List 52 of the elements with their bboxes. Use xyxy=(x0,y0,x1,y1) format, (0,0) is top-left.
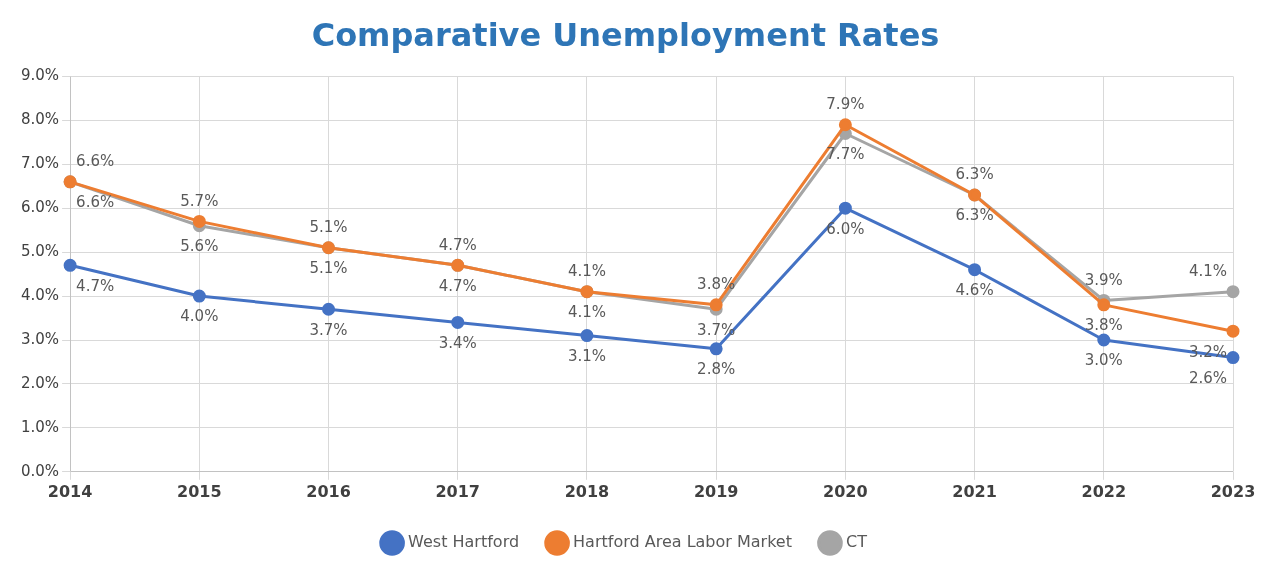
data-label: 3.8% xyxy=(1084,316,1123,335)
data-label: 3.1% xyxy=(567,347,606,365)
x-tick-label: 2022 xyxy=(1081,481,1127,501)
y-tick-label: 5.0% xyxy=(21,242,60,261)
data-label: 6.6% xyxy=(76,193,115,212)
x-tick-label: 2021 xyxy=(952,481,997,501)
y-tick-label: 1.0% xyxy=(21,417,60,436)
data-label: 3.7% xyxy=(309,320,348,339)
x-tick-label: 2015 xyxy=(177,481,222,501)
y-tick-label: 2.0% xyxy=(21,373,60,392)
data-label: 4.0% xyxy=(180,307,219,326)
data-label: 2.6% xyxy=(1188,368,1227,387)
data-label: 3.9% xyxy=(1084,270,1123,289)
data-label: 5.1% xyxy=(309,259,348,278)
data-label: 3.7% xyxy=(697,320,736,339)
x-tick-label: 2018 xyxy=(564,481,610,501)
legend-label: Hartford Area Labor Market xyxy=(573,532,792,552)
data-label: 6.3% xyxy=(955,165,994,184)
data-label: 5.7% xyxy=(180,191,219,210)
x-tick-label: 2020 xyxy=(823,481,868,501)
y-tick-label: 8.0% xyxy=(21,110,60,129)
y-tick-label: 6.0% xyxy=(21,198,60,217)
data-label: 4.6% xyxy=(955,281,994,300)
data-label: 4.7% xyxy=(438,276,477,295)
data-label: 5.1% xyxy=(309,218,348,237)
data-label: 4.1% xyxy=(567,303,606,322)
legend-label: CT xyxy=(845,532,868,552)
data-label: 5.6% xyxy=(180,237,219,256)
x-tick-label: 2019 xyxy=(693,481,739,501)
data-label: 4.1% xyxy=(1188,262,1227,281)
data-label: 3.0% xyxy=(1084,351,1123,370)
data-label: 6.3% xyxy=(955,206,994,225)
x-tick-label: 2014 xyxy=(47,481,93,501)
x-tick-label: 2017 xyxy=(435,481,480,501)
chart-title: Comparative Unemployment Rates xyxy=(311,15,940,54)
data-label: 4.1% xyxy=(567,262,606,281)
data-label: 3.4% xyxy=(438,333,477,352)
data-label: 7.9% xyxy=(826,95,865,114)
data-label: 2.8% xyxy=(697,360,736,379)
x-tick-label: 2016 xyxy=(306,481,351,501)
y-tick-label: 9.0% xyxy=(21,66,60,85)
data-label: 4.7% xyxy=(76,276,115,295)
data-label: 4.7% xyxy=(438,235,477,254)
data-label: 7.7% xyxy=(826,144,865,163)
data-label: 6.6% xyxy=(76,152,115,171)
y-tick-label: 0.0% xyxy=(21,461,60,480)
x-tick-label: 2023 xyxy=(1210,481,1256,501)
y-tick-label: 7.0% xyxy=(21,154,60,173)
y-tick-label: 3.0% xyxy=(21,329,60,348)
data-label: 6.0% xyxy=(826,219,865,238)
y-tick-label: 4.0% xyxy=(21,285,60,304)
legend-label: West Hartford xyxy=(408,532,520,552)
